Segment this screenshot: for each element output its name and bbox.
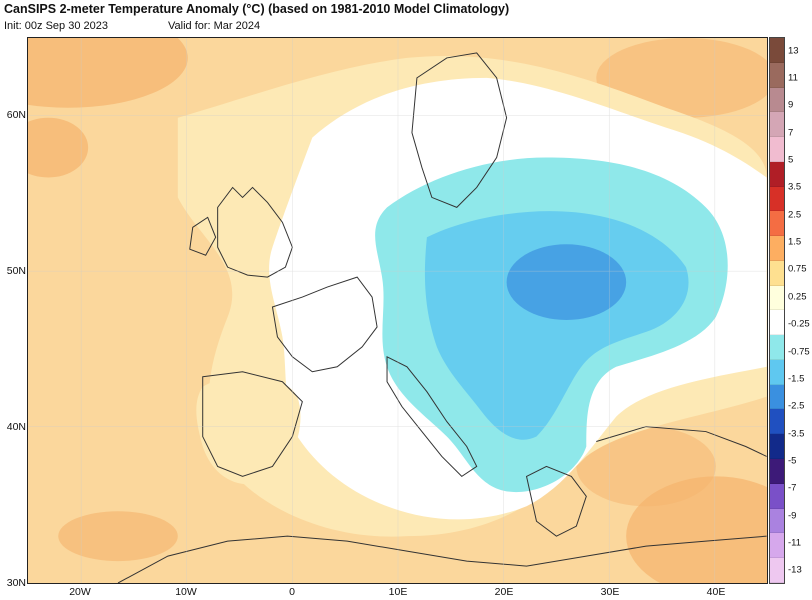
greece-outline xyxy=(525,465,587,537)
map-canvas xyxy=(28,38,767,583)
cold-anomaly-mid xyxy=(424,211,689,440)
iberia-weak-anomaly xyxy=(196,374,301,485)
colorbar-swatch xyxy=(770,483,784,509)
ireland-outline xyxy=(189,216,217,256)
lat-label-50n: 50N xyxy=(6,265,26,277)
colorbar-swatch xyxy=(770,409,784,435)
lon-label-40e: 40E xyxy=(706,586,726,598)
colorbar-label: -2.5 xyxy=(788,400,805,412)
colorbar-label: 3.5 xyxy=(788,181,802,193)
colorbar-swatch xyxy=(770,137,784,162)
colorbar-label: -0.25 xyxy=(788,318,810,330)
colorbar-swatch xyxy=(770,459,784,484)
colorbar-swatch xyxy=(770,285,784,311)
iberia-outline xyxy=(202,371,303,477)
valid-time: Valid for: Mar 2024 xyxy=(168,20,261,32)
colorbar-swatch xyxy=(770,38,784,63)
colorbar-swatch xyxy=(770,236,784,261)
colorbar-label: -1.5 xyxy=(788,373,805,385)
lat-label-40n: 40N xyxy=(6,421,26,433)
colorbar-swatch xyxy=(770,87,784,113)
warm-anomaly-patch xyxy=(58,511,178,562)
scandinavia-outline xyxy=(411,52,508,208)
lon-label-10e: 10E xyxy=(388,586,408,598)
anomaly-map xyxy=(27,37,768,584)
lon-label-20w: 20W xyxy=(69,586,91,598)
lat-label-30n: 30N xyxy=(6,577,26,589)
colorbar-label: 1.5 xyxy=(788,236,802,248)
colorbar-label: 0.25 xyxy=(788,291,807,303)
colorbar-swatch xyxy=(770,260,784,286)
france-outline xyxy=(271,276,378,373)
chart-title: CanSIPS 2-meter Temperature Anomaly (°C)… xyxy=(4,2,510,16)
lon-label-10w: 10W xyxy=(175,586,197,598)
italy-outline xyxy=(386,356,478,478)
colorbar-label: -9 xyxy=(788,510,797,522)
colorbar xyxy=(769,37,785,584)
warm-anomaly-patch xyxy=(576,426,716,507)
colorbar-swatch xyxy=(770,384,784,410)
colorbar-swatch xyxy=(770,359,784,385)
colorbar-label: -11 xyxy=(788,537,802,549)
graticule xyxy=(28,38,767,583)
colorbar-labels: 13 11 9 7 5 3.5 2.5 1.5 0.75 0.25 -0.25 -0.75 -1.5 -2… xyxy=(788,37,812,584)
lat-label-60n: 60N xyxy=(6,109,26,121)
colorbar-label: -7 xyxy=(788,482,797,494)
colorbar-label: 2.5 xyxy=(788,209,802,221)
colorbar-swatch xyxy=(770,310,784,336)
colorbar-label: 9 xyxy=(788,99,794,111)
colorbar-label: -13 xyxy=(788,564,802,576)
colorbar-label: 5 xyxy=(788,154,794,166)
colorbar-label: -0.75 xyxy=(788,346,810,358)
colorbar-swatch xyxy=(770,112,784,138)
colorbar-swatch xyxy=(770,186,784,212)
colorbar-label: 11 xyxy=(788,72,798,84)
warm-anomaly-patch xyxy=(28,117,89,178)
colorbar-swatch xyxy=(770,558,784,583)
init-time: Init: 00z Sep 30 2023 xyxy=(4,20,108,32)
north-africa-coast xyxy=(117,535,767,583)
colorbar-swatch xyxy=(770,533,784,559)
colorbar-swatch xyxy=(770,335,784,360)
lon-label-0: 0 xyxy=(289,586,295,598)
lon-label-30e: 30E xyxy=(600,586,620,598)
colorbar-swatch xyxy=(770,161,784,187)
colorbar-swatch xyxy=(770,434,784,460)
colorbar-label: -3.5 xyxy=(788,428,805,440)
colorbar-swatch xyxy=(770,508,784,534)
colorbar-label: 0.75 xyxy=(788,263,807,275)
colorbar-swatch xyxy=(770,211,784,237)
cold-anomaly-core xyxy=(506,244,627,320)
black-sea-coast xyxy=(596,426,767,457)
lon-label-20e: 20E xyxy=(494,586,514,598)
warm-anomaly-patch xyxy=(28,38,188,108)
colorbar-swatch xyxy=(770,62,784,88)
coastlines xyxy=(117,52,767,583)
colorbar-label: -5 xyxy=(788,455,797,467)
colorbar-label: 7 xyxy=(788,127,794,139)
colorbar-label: 13 xyxy=(788,45,799,57)
